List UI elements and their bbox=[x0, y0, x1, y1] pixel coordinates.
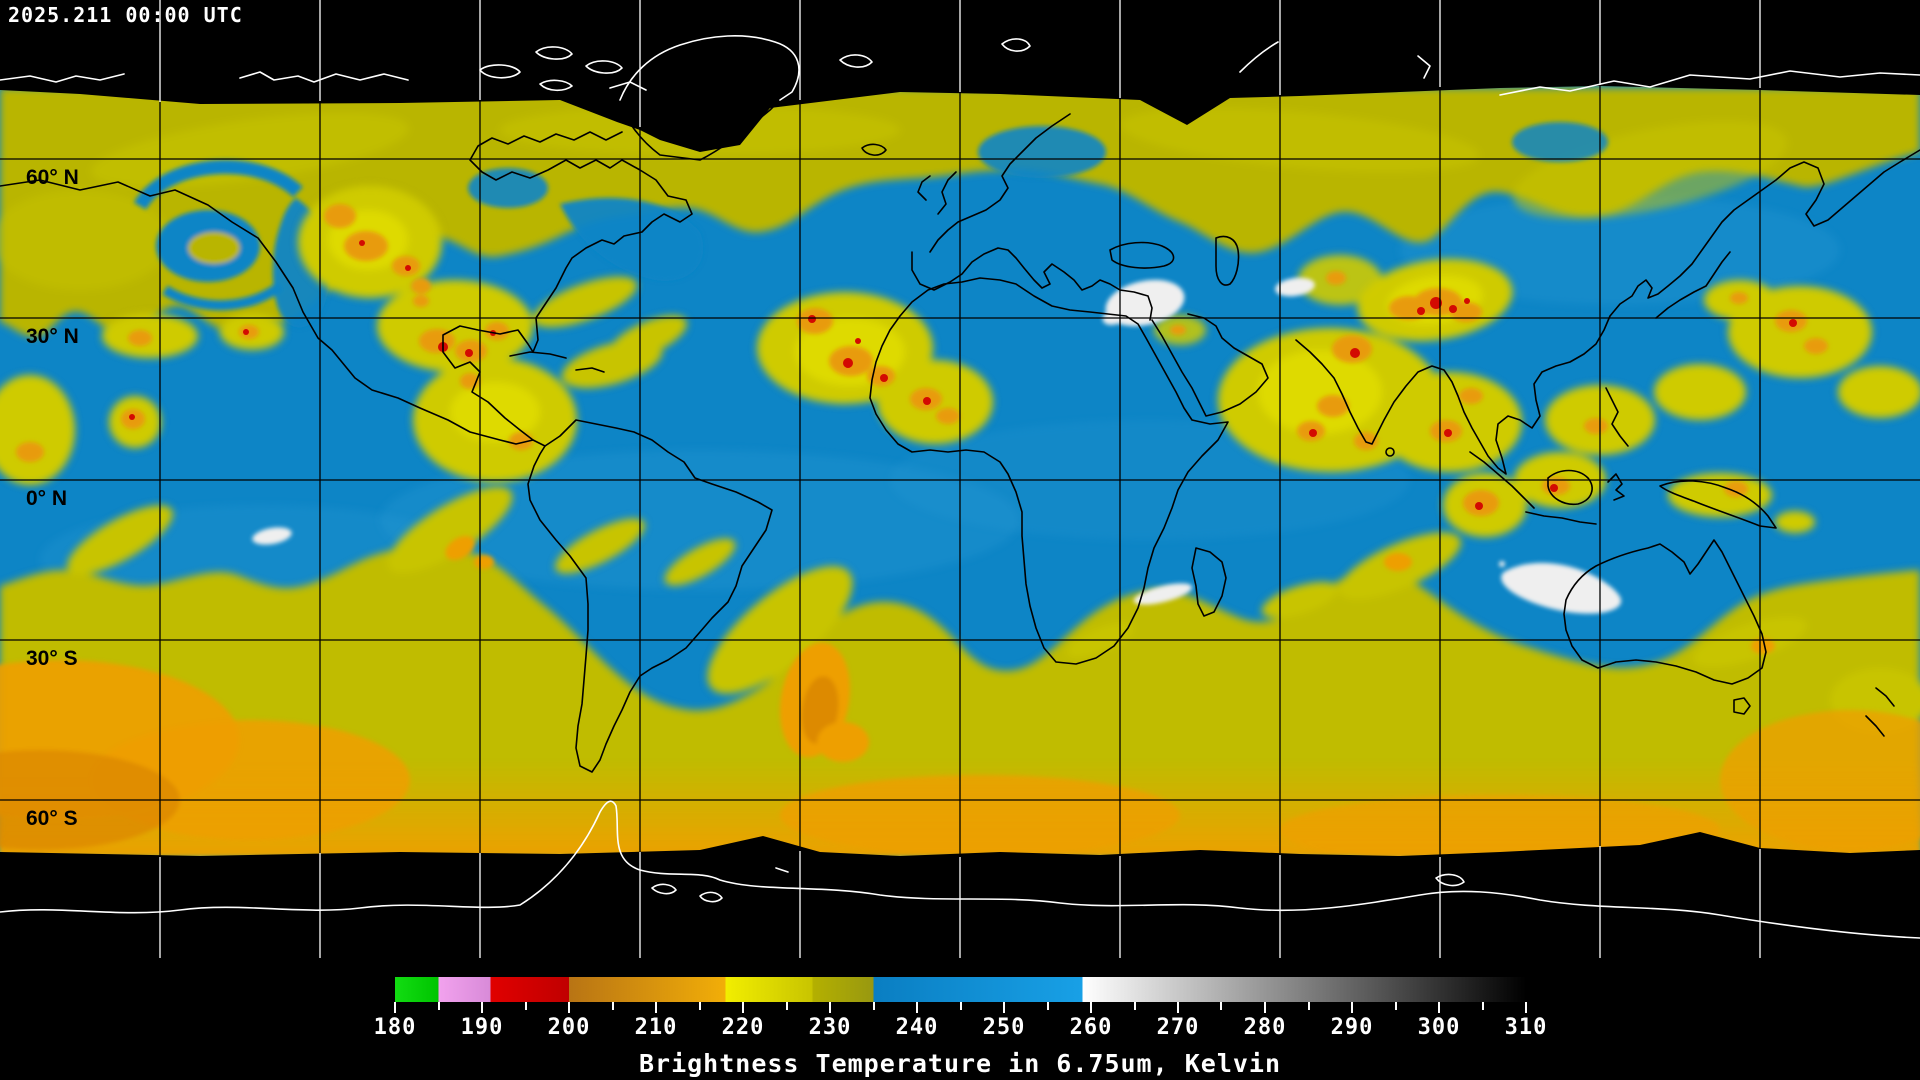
colorbar-tick-195 bbox=[524, 1002, 527, 1010]
colorbar-region: 180 190 200 210 220 230 240 250 260 270 280 290 300 3… bbox=[0, 963, 1920, 1080]
colorbar-tick-265 bbox=[1133, 1002, 1136, 1010]
north-dry-intrusions bbox=[133, 122, 1608, 328]
colorbar-label-300: 300 bbox=[1417, 1015, 1461, 1040]
lat-label-60n: 60° N bbox=[26, 166, 79, 189]
colorbar-title: Brightness Temperature in 6.75um, Kelvin bbox=[638, 1049, 1282, 1078]
graticule-black bbox=[0, 84, 1920, 858]
colorbar-label-220: 220 bbox=[721, 1015, 765, 1040]
coldest-tops-red bbox=[129, 240, 1797, 510]
lat-label-60s: 60° S bbox=[26, 807, 78, 830]
colorbar-tick-225 bbox=[785, 1002, 788, 1010]
colorbar-tick-200 bbox=[568, 1002, 570, 1013]
colorbar-label-230: 230 bbox=[808, 1015, 852, 1040]
colorbar-gradient bbox=[395, 977, 1526, 1002]
colorbar-tick-240 bbox=[916, 1002, 918, 1013]
colorbar-tick-labels: 180 190 200 210 220 230 240 250 260 270 280 290 300 3… bbox=[374, 1015, 1547, 1043]
colorbar-tick-180 bbox=[394, 1002, 396, 1013]
colorbar-label-180: 180 bbox=[373, 1015, 417, 1040]
colorbar-tick-295 bbox=[1394, 1002, 1397, 1010]
colorbar-tick-280 bbox=[1264, 1002, 1266, 1013]
colorbar-tick-290 bbox=[1351, 1002, 1353, 1013]
satellite-map-canvas bbox=[0, 0, 1920, 963]
colorbar-tick-220 bbox=[742, 1002, 744, 1013]
colorbar-tick-185 bbox=[437, 1002, 440, 1010]
colorbar-label-280: 280 bbox=[1243, 1015, 1287, 1040]
timestamp-label: 2025.211 00:00 UTC bbox=[8, 3, 243, 27]
polar-coastlines-white bbox=[0, 35, 1920, 939]
colorbar-label-200: 200 bbox=[547, 1015, 591, 1040]
colorbar-tick-285 bbox=[1307, 1002, 1310, 1010]
coastlines bbox=[0, 99, 1920, 773]
colorbar-tick-255 bbox=[1046, 1002, 1049, 1010]
colorbar-label-290: 290 bbox=[1330, 1015, 1374, 1040]
white-surface-patches bbox=[252, 277, 1622, 614]
lat-label-30s: 30° S bbox=[26, 647, 78, 670]
lat-label-30n: 30° N bbox=[26, 325, 79, 348]
colorbar-tick-250 bbox=[1003, 1002, 1005, 1013]
colorbar-label-190: 190 bbox=[460, 1015, 504, 1040]
colorbar-tick-235 bbox=[872, 1002, 875, 1010]
colorbar-label-260: 260 bbox=[1069, 1015, 1113, 1040]
colorbar-tick-230 bbox=[829, 1002, 831, 1013]
colorbar-tick-215 bbox=[698, 1002, 701, 1010]
colorbar-tick-205 bbox=[611, 1002, 614, 1010]
colorbar-tick-210 bbox=[655, 1002, 657, 1013]
colorbar-label-310: 310 bbox=[1504, 1015, 1548, 1040]
colorbar-tick-270 bbox=[1177, 1002, 1179, 1013]
colorbar-label-210: 210 bbox=[634, 1015, 678, 1040]
colorbar-tick-300 bbox=[1438, 1002, 1440, 1013]
colorbar-ticks bbox=[394, 1002, 1527, 1013]
colorbar-tick-190 bbox=[481, 1002, 483, 1013]
colorbar-label-270: 270 bbox=[1156, 1015, 1200, 1040]
colorbar-tick-275 bbox=[1220, 1002, 1223, 1010]
colorbar-tick-305 bbox=[1481, 1002, 1484, 1010]
colorbar-label-240: 240 bbox=[895, 1015, 939, 1040]
colorbar-tick-260 bbox=[1090, 1002, 1092, 1013]
colorbar-tick-310 bbox=[1525, 1002, 1527, 1013]
lat-label-0n: 0° N bbox=[26, 487, 68, 510]
colorbar-label-250: 250 bbox=[982, 1015, 1026, 1040]
colorbar-tick-245 bbox=[959, 1002, 962, 1010]
satellite-map bbox=[0, 0, 1920, 963]
